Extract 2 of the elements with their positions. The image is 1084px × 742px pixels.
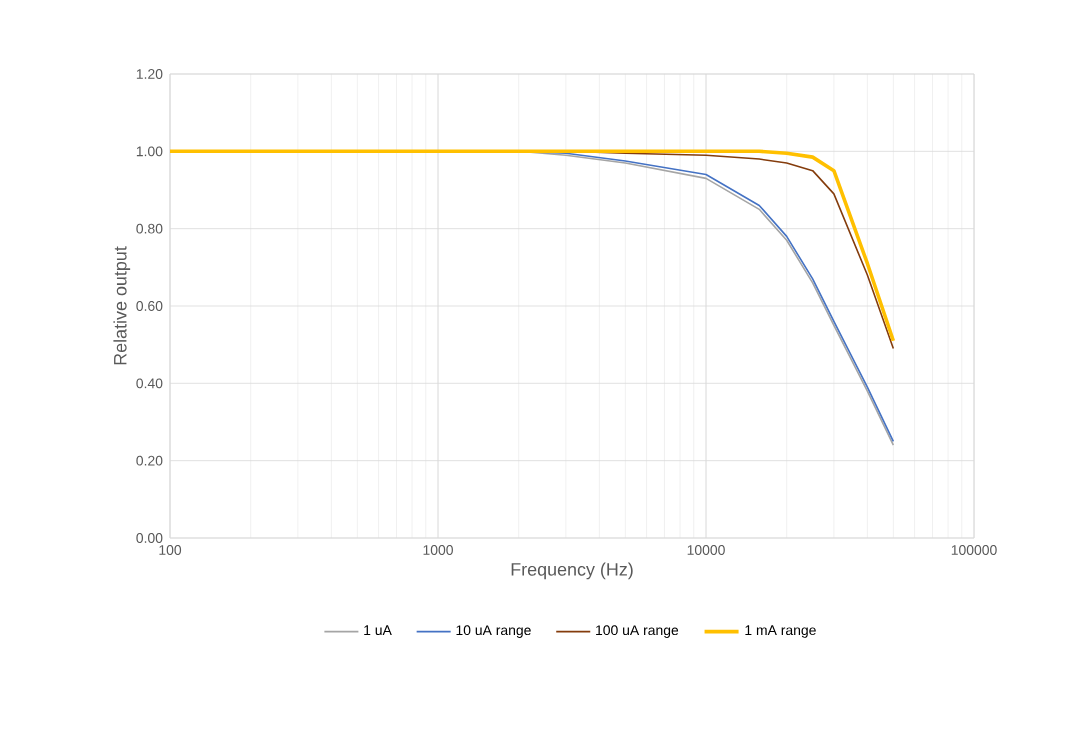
x-axis-title: Frequency (Hz) [511, 562, 633, 580]
y-axis-title: Relative output [113, 246, 131, 365]
